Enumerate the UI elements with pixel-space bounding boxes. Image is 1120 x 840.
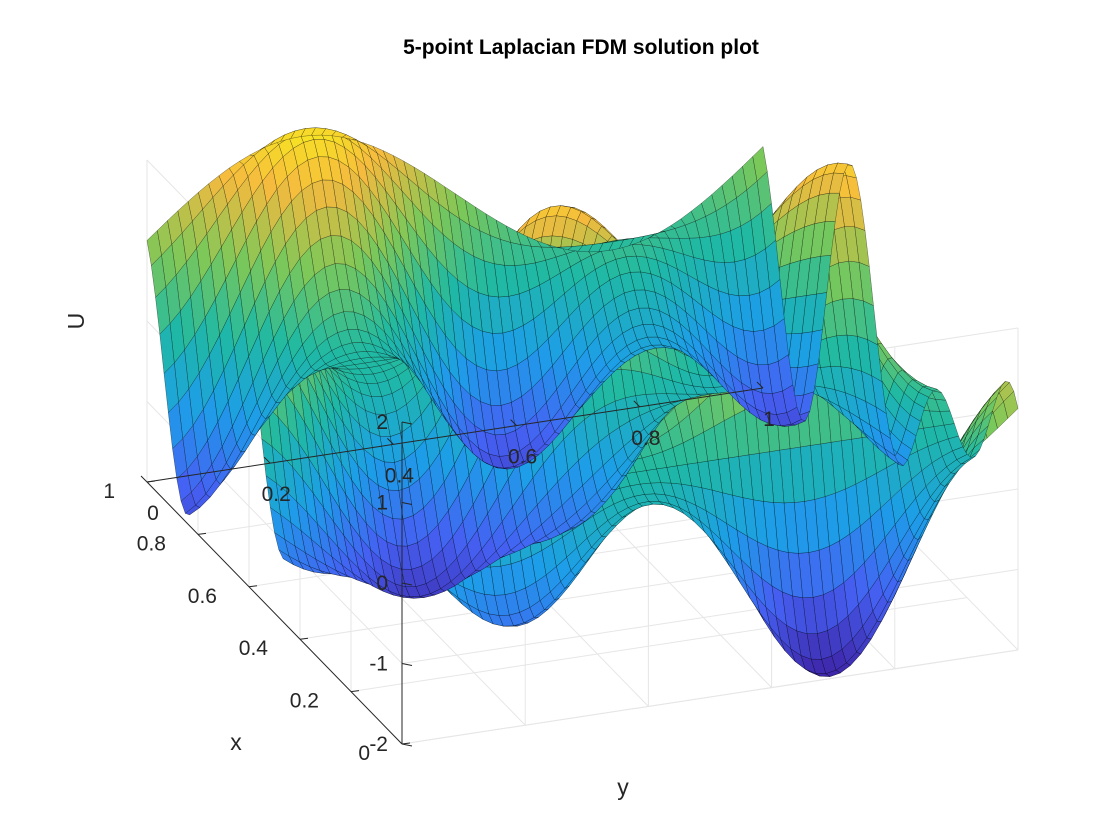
y-axis-label: y	[617, 774, 629, 800]
surface-mesh	[146, 127, 1019, 677]
x-tick-label: 0.2	[290, 690, 319, 713]
z-tick-label: 1	[376, 492, 388, 515]
grid-line-x-floor	[401, 649, 1019, 745]
grid-line-z-back-wall	[401, 569, 1019, 664]
x-tick-label: 1	[103, 480, 115, 503]
x-tick-label: 0.6	[188, 585, 217, 608]
chart-title: 5-point Laplacian FDM solution plot	[403, 36, 759, 59]
z-axis-label: U	[63, 313, 89, 330]
y-tick-label: 0.2	[262, 483, 291, 506]
x-tick-label: 0.4	[239, 637, 269, 660]
x-tick-label: 0.8	[137, 532, 166, 555]
z-tick-label: -2	[369, 733, 388, 756]
z-tick-label: -1	[369, 653, 388, 676]
y-tick-label: 0	[147, 502, 159, 525]
z-tick-label: 0	[376, 572, 388, 595]
x-tick-label: 0	[358, 742, 370, 765]
y-tick-label: 0.6	[508, 446, 537, 469]
x-axis-label: x	[230, 729, 242, 755]
y-tick-label: 0.8	[631, 427, 660, 450]
z-tick-label: 2	[376, 411, 388, 434]
y-tick-label: 1	[763, 408, 775, 431]
y-tick-label: 0.4	[385, 464, 415, 487]
